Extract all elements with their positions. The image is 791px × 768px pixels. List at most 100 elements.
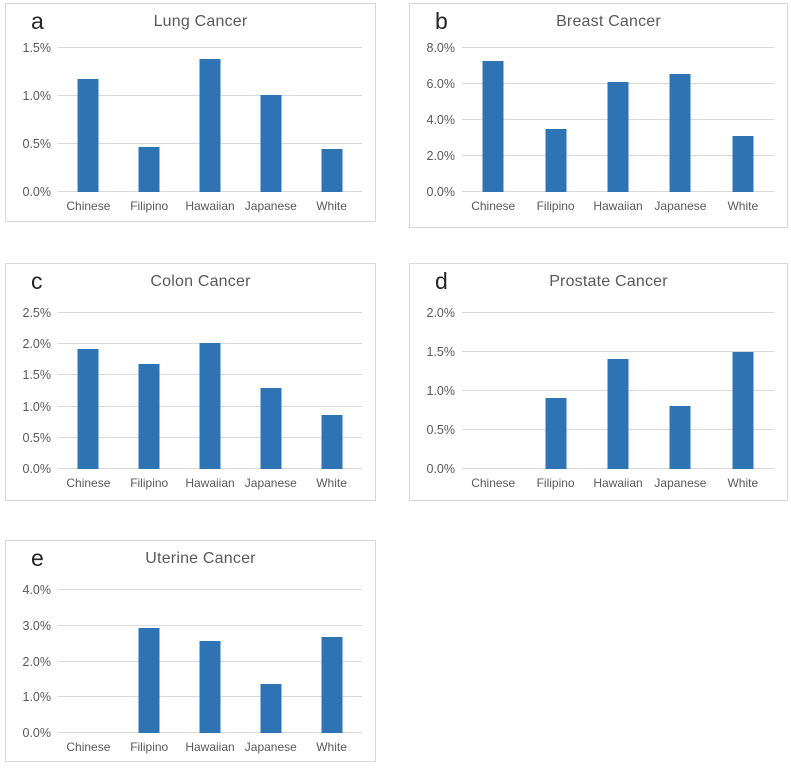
y-tick-label: 0.0% xyxy=(22,185,52,199)
x-category-label-hawaiian: Hawaiian xyxy=(185,476,235,490)
x-category-label-white: White xyxy=(727,199,759,213)
x-category-label-chinese: Chinese xyxy=(471,199,516,213)
bar-slot-japanese xyxy=(649,313,711,469)
y-tick-label: 4.0% xyxy=(22,583,52,597)
y-axis-tick-labels: 0.0% 0.5% 1.0% 1.5% xyxy=(6,41,58,199)
y-tick-label: 0.0% xyxy=(426,462,456,476)
bar-slot-hawaiian xyxy=(180,590,241,733)
bar-slot-filipino xyxy=(119,48,180,192)
gridline xyxy=(58,589,362,590)
bar-slot-hawaiian xyxy=(587,48,649,192)
x-category-label-chinese: Chinese xyxy=(471,476,516,490)
bar-hawaiian xyxy=(199,641,221,733)
x-category-label-filipino: Filipino xyxy=(536,199,575,213)
chart-panel-prostate-cancer: d Prostate Cancer 0.0% 0.5% 1.0% 1.5% 2.0% C… xyxy=(409,263,788,501)
x-category-label-filipino: Filipino xyxy=(130,740,169,754)
bar-filipino xyxy=(138,146,160,192)
x-category-label-white: White xyxy=(316,199,347,213)
bar-slot-filipino xyxy=(524,48,586,192)
x-axis-category-labels: Chinese Filipino Hawaiian Japanese White xyxy=(462,199,774,213)
bar-slot-hawaiian xyxy=(587,313,649,469)
bar-white xyxy=(321,415,343,469)
x-category-label-chinese: Chinese xyxy=(66,199,111,213)
chart-body: 0.0% 0.5% 1.0% 1.5% 2.0% xyxy=(410,306,774,476)
bar-slot-chinese xyxy=(462,48,524,192)
bar-hawaiian xyxy=(607,82,629,192)
chart-body: 0.0% 0.5% 1.0% 1.5% xyxy=(6,41,362,199)
bar-white xyxy=(321,148,343,192)
bar-hawaiian xyxy=(199,342,221,469)
bar-white xyxy=(321,637,343,733)
y-tick-label: 4.0% xyxy=(426,113,456,127)
bar-japanese xyxy=(260,683,282,733)
bar-slot-filipino xyxy=(524,313,586,469)
bars-container xyxy=(462,313,774,469)
gridline xyxy=(462,47,774,48)
x-axis-category-labels: Chinese Filipino Hawaiian Japanese White xyxy=(58,740,362,754)
panel-letter-b: b xyxy=(435,8,448,34)
x-category-label-hawaiian: Hawaiian xyxy=(593,476,643,490)
x-category-label-japanese: Japanese xyxy=(244,476,297,490)
panel-letter-e: e xyxy=(31,545,44,571)
bar-slot-japanese xyxy=(240,313,301,469)
bar-slot-filipino xyxy=(119,590,180,733)
y-tick-label: 8.0% xyxy=(426,41,456,55)
x-category-label-hawaiian: Hawaiian xyxy=(185,740,235,754)
bar-slot-japanese xyxy=(240,48,301,192)
bar-japanese xyxy=(260,95,282,192)
y-tick-label: 2.0% xyxy=(426,149,456,163)
chart-panel-lung-cancer: a Lung Cancer 0.0% 0.5% 1.0% 1.5% Chinese Fi… xyxy=(5,3,376,222)
bar-slot-hawaiian xyxy=(180,48,241,192)
y-tick-label: 3.0% xyxy=(22,618,52,633)
x-category-label-chinese: Chinese xyxy=(66,476,111,490)
y-tick-label: 1.5% xyxy=(426,345,456,359)
y-tick-label: 2.5% xyxy=(22,306,52,320)
bar-hawaiian xyxy=(199,58,221,192)
y-axis-tick-labels: 0.0% 2.0% 4.0% 6.0% 8.0% xyxy=(410,41,462,199)
y-tick-label: 0.5% xyxy=(22,430,52,445)
x-category-label-chinese: Chinese xyxy=(66,740,111,754)
y-tick-label: 2.0% xyxy=(22,654,52,669)
bar-slot-chinese xyxy=(58,313,119,469)
chart-title-breast-cancer: Breast Cancer xyxy=(556,13,661,30)
bars-container xyxy=(462,48,774,192)
chart-title-prostate-cancer: Prostate Cancer xyxy=(549,273,668,290)
bar-hawaiian xyxy=(607,359,629,469)
bars-container xyxy=(58,590,362,733)
chart-body: 0.0% 0.5% 1.0% 1.5% 2.0% 2.5% xyxy=(6,306,362,476)
gridline xyxy=(58,47,362,48)
bar-slot-hawaiian xyxy=(180,313,241,469)
y-tick-label: 1.0% xyxy=(22,690,52,705)
bar-slot-japanese xyxy=(649,48,711,192)
y-tick-label: 2.0% xyxy=(22,337,52,352)
bar-white xyxy=(732,136,754,192)
bar-slot-japanese xyxy=(240,590,301,733)
x-category-label-japanese: Japanese xyxy=(244,199,297,213)
y-tick-label: 0.0% xyxy=(22,462,52,476)
plot-area xyxy=(58,47,362,192)
y-axis-tick-labels: 0.0% 1.0% 2.0% 3.0% 4.0% xyxy=(6,583,58,740)
bar-slot-chinese xyxy=(58,590,119,733)
gridline xyxy=(462,312,774,313)
y-tick-label: 1.5% xyxy=(22,368,52,383)
bar-japanese xyxy=(260,387,282,469)
chart-body: 0.0% 2.0% 4.0% 6.0% 8.0% xyxy=(410,41,774,199)
chart-body: 0.0% 1.0% 2.0% 3.0% 4.0% xyxy=(6,583,362,740)
x-axis-category-labels: Chinese Filipino Hawaiian Japanese White xyxy=(58,199,362,213)
bar-japanese xyxy=(669,405,691,469)
bar-japanese xyxy=(669,74,691,192)
y-tick-label: 2.0% xyxy=(426,306,456,320)
x-category-label-filipino: Filipino xyxy=(536,476,575,490)
x-axis-category-labels: Chinese Filipino Hawaiian Japanese White xyxy=(58,476,362,490)
y-axis-tick-labels: 0.0% 0.5% 1.0% 1.5% 2.0% xyxy=(410,306,462,476)
bar-filipino xyxy=(138,627,160,733)
plot-area xyxy=(462,47,774,192)
panel-letter-c: c xyxy=(31,268,43,294)
bar-filipino xyxy=(545,398,567,469)
bar-filipino xyxy=(545,129,567,192)
bar-slot-chinese xyxy=(58,48,119,192)
y-tick-label: 0.0% xyxy=(426,185,456,199)
y-tick-label: 0.5% xyxy=(426,423,456,437)
bar-chinese xyxy=(482,60,504,192)
